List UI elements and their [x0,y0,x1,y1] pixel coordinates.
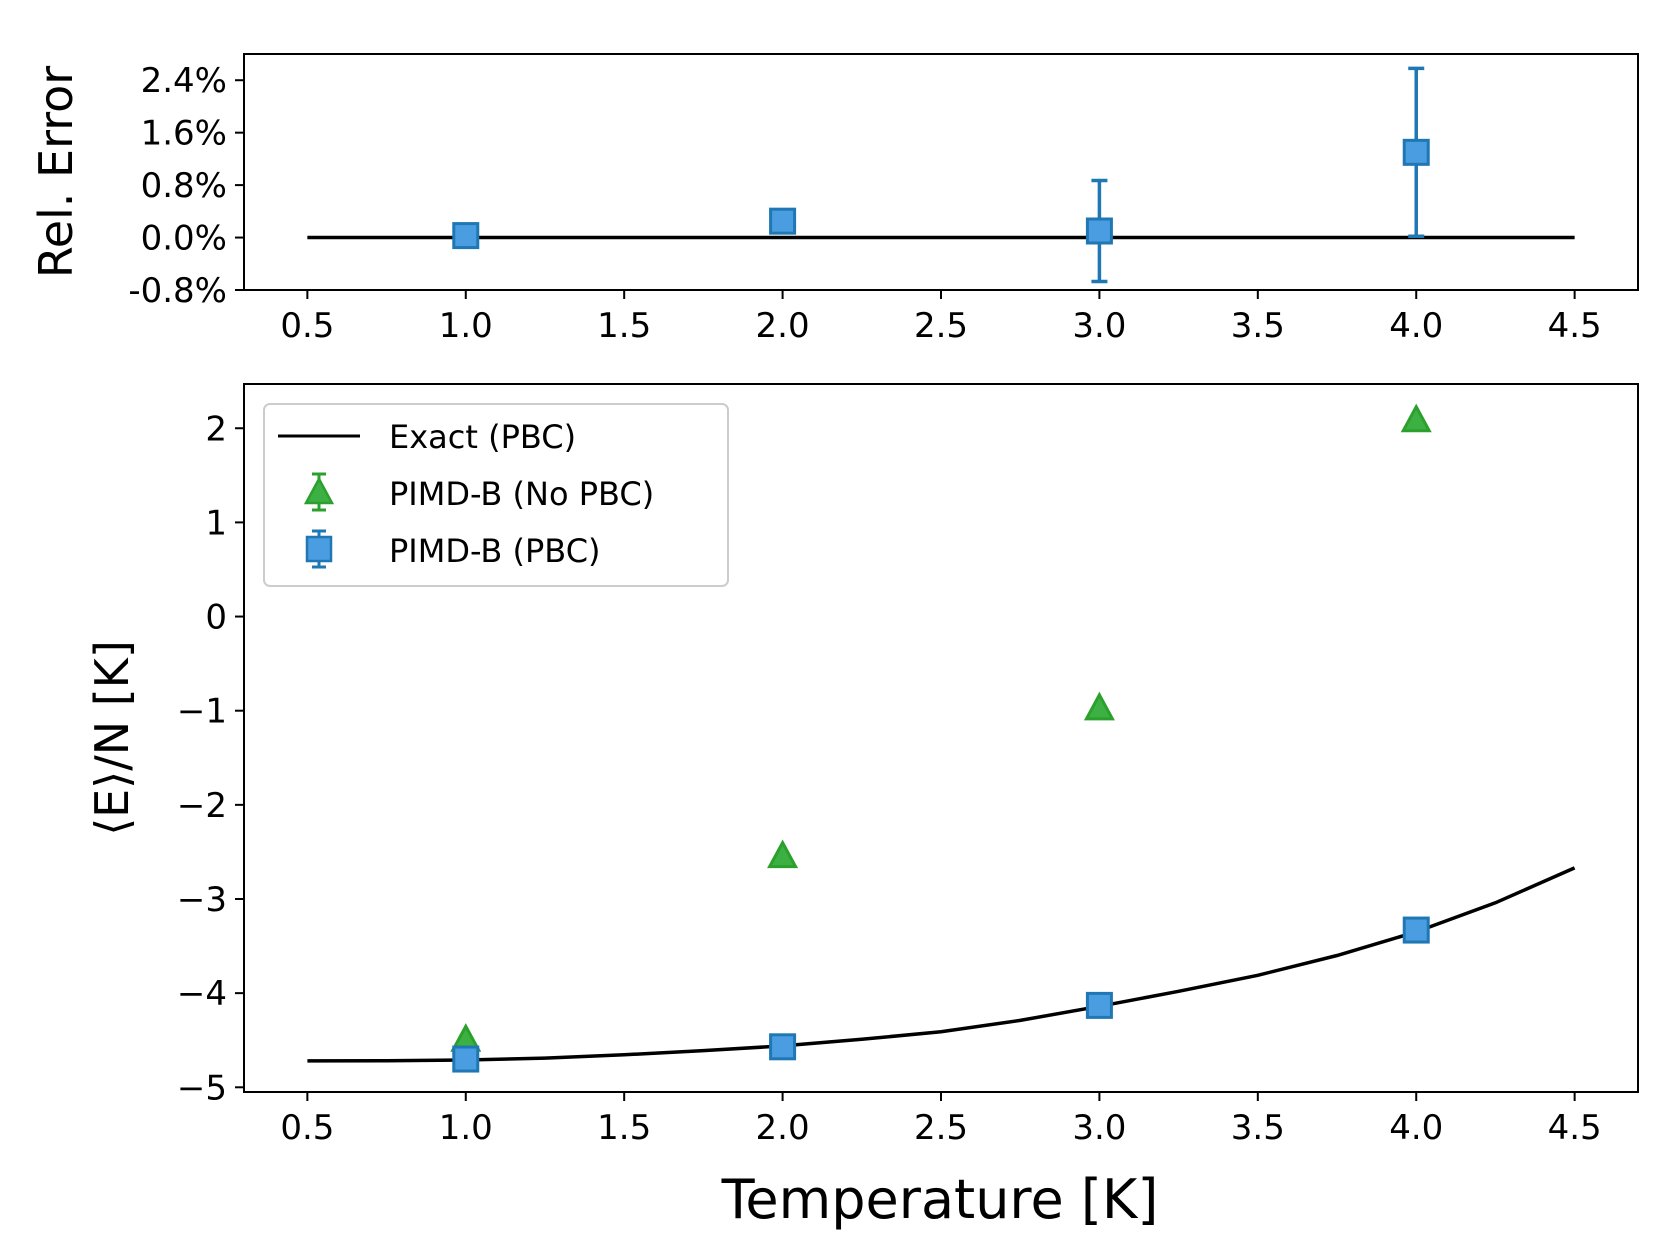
bottom-x-tick-label: 1.0 [439,1108,493,1148]
legend-label-exact: Exact (PBC) [389,418,576,456]
bottom-x-tick-label: 1.5 [597,1108,651,1148]
top-x-axis-ticks: 0.5 1.0 1.5 2.0 2.5 3.0 3.5 4.0 4.5 [280,290,1602,346]
bottom-y-tick-label: 1 [205,503,227,543]
top-y-tick-label: 1.6% [141,114,227,154]
triangle-marker [1083,691,1115,721]
x-axis-label: Temperature [K] [721,1168,1159,1231]
legend-marker-square [305,535,333,563]
bottom-y-tick-label: 2 [205,409,227,449]
top-x-tick-label: 2.5 [914,306,968,346]
top-y-tick-label: 0.0% [141,219,227,259]
square-marker [1402,916,1430,944]
top-y-axis-ticks: -0.8% 0.0% 0.8% 1.6% 2.4% [128,61,244,311]
bottom-y-tick-label: −5 [177,1068,227,1108]
top-y-axis-label: Rel. Error [29,66,83,278]
bottom-y-tick-label: −1 [177,692,227,732]
square-marker [452,222,480,250]
top-y-tick-label: 2.4% [141,61,227,101]
triangle-marker [767,839,799,869]
bottom-y-tick-label: −3 [177,880,227,920]
top-x-tick-label: 1.0 [439,306,493,346]
bottom-x-tick-label: 3.5 [1231,1108,1285,1148]
bottom-x-tick-label: 0.5 [280,1108,334,1148]
bottom-y-tick-label: 0 [205,598,227,638]
top-x-tick-label: 3.5 [1231,306,1285,346]
bottom-x-tick-label: 4.0 [1389,1108,1443,1148]
top-x-tick-label: 4.0 [1389,306,1443,346]
square-marker [452,1045,480,1073]
exact-curve-line [307,866,1576,1063]
top-x-tick-label: 0.5 [280,306,334,346]
bottom-x-tick-label: 3.0 [1072,1108,1126,1148]
square-marker [1402,138,1430,166]
top-y-tick-label: 0.8% [141,166,227,206]
legend-label-nopbc: PIMD-B (No PBC) [389,475,654,513]
bottom-x-axis-ticks: 0.5 1.0 1.5 2.0 2.5 3.0 3.5 4.0 4.5 [280,1092,1602,1148]
square-marker [1085,217,1113,245]
legend-marker-triangle [303,476,335,505]
top-y-tick-label: -0.8% [128,271,227,311]
top-plot-frame [243,53,1639,291]
square-marker [769,1033,797,1061]
top-data-layer [307,66,1575,284]
top-x-tick-label: 4.5 [1548,306,1602,346]
top-x-tick-label: 2.0 [756,306,810,346]
bottom-x-tick-label: 4.5 [1548,1108,1602,1148]
bottom-y-axis-ticks: 2 1 0 −1 −2 −3 −4 −5 [177,409,244,1108]
top-x-tick-label: 3.0 [1072,306,1126,346]
legend: Exact (PBC) PIMD-B (No PBC) PIMD-B (PBC) [263,403,729,587]
top-panel: 0.5 1.0 1.5 2.0 2.5 3.0 3.5 4.0 4.5 -0.8% 0.0% 0.8… [29,53,1639,346]
square-marker [769,207,797,235]
legend-label-pbc: PIMD-B (PBC) [389,532,601,570]
bottom-panel: 0.5 1.0 1.5 2.0 2.5 3.0 3.5 4.0 4.5 2 1 0 −1 −2 −3 −4 −… [85,383,1639,1231]
legend-box [263,403,729,587]
bottom-data-layer [307,403,1576,1073]
square-marker [1085,991,1113,1019]
triangle-marker [1400,403,1432,433]
bottom-y-tick-label: −2 [177,786,227,826]
top-x-tick-label: 1.5 [597,306,651,346]
bottom-x-tick-label: 2.0 [756,1108,810,1148]
bottom-x-tick-label: 2.5 [914,1108,968,1148]
bottom-y-tick-label: −4 [177,974,227,1014]
bottom-y-axis-label: ⟨E⟩/N [K] [85,640,139,836]
